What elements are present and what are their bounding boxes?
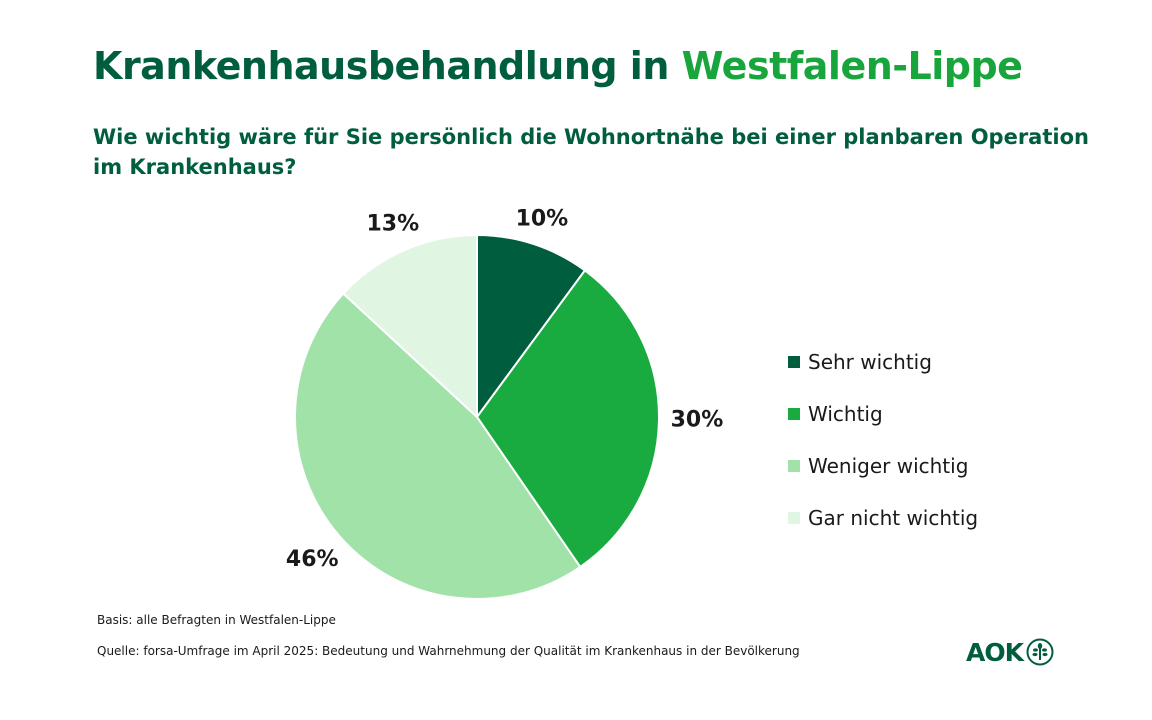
legend-item-weniger-wichtig: Weniger wichtig [788, 440, 978, 492]
legend-label: Weniger wichtig [808, 454, 969, 478]
chart-title: Krankenhausbehandlung in Westfalen-Lippe [93, 44, 1023, 90]
basis-note: Basis: alle Befragten in Westfalen-Lippe [97, 613, 336, 627]
value-label-weniger-wichtig: 46% [286, 547, 339, 572]
legend-label: Wichtig [808, 402, 883, 426]
value-label-wichtig: 30% [671, 407, 724, 432]
legend-item-wichtig: Wichtig [788, 388, 978, 440]
value-label-gar-nicht-wichtig: 13% [366, 212, 419, 237]
legend-item-sehr-wichtig: Sehr wichtig [788, 336, 978, 388]
pie-slice-gar-nicht-wichtig [341, 233, 478, 420]
legend-label: Gar nicht wichtig [808, 506, 979, 530]
legend-item-gar-nicht-wichtig: Gar nicht wichtig [788, 492, 978, 544]
chart-subtitle: Wie wichtig wäre für Sie persönlich die … [93, 125, 1089, 179]
pie-slice-sehr-wichtig [476, 233, 587, 421]
aok-logo: AOK [966, 638, 1054, 666]
pie-value-labels: 10% 30% 46% 13% [286, 206, 723, 571]
pie-slice-wichtig [475, 269, 660, 569]
pie-slices [294, 233, 660, 600]
logo-text: AOK [966, 637, 1024, 667]
legend-label: Sehr wichtig [808, 350, 932, 374]
legend-swatch [788, 356, 800, 368]
value-label-sehr-wichtig: 10% [516, 206, 569, 231]
pie-slice-weniger-wichtig [294, 292, 582, 600]
title-part-2: Westfalen-Lippe [681, 44, 1023, 88]
source-note: Quelle: forsa-Umfrage im April 2025: Bed… [97, 644, 800, 658]
title-part-1: Krankenhausbehandlung in [93, 44, 669, 88]
legend-swatch [788, 460, 800, 472]
legend-swatch [788, 512, 800, 524]
chart-legend: Sehr wichtig Wichtig Weniger wichtig Gar ni… [788, 336, 978, 544]
legend-swatch [788, 408, 800, 420]
aok-tree-icon [1026, 638, 1054, 666]
